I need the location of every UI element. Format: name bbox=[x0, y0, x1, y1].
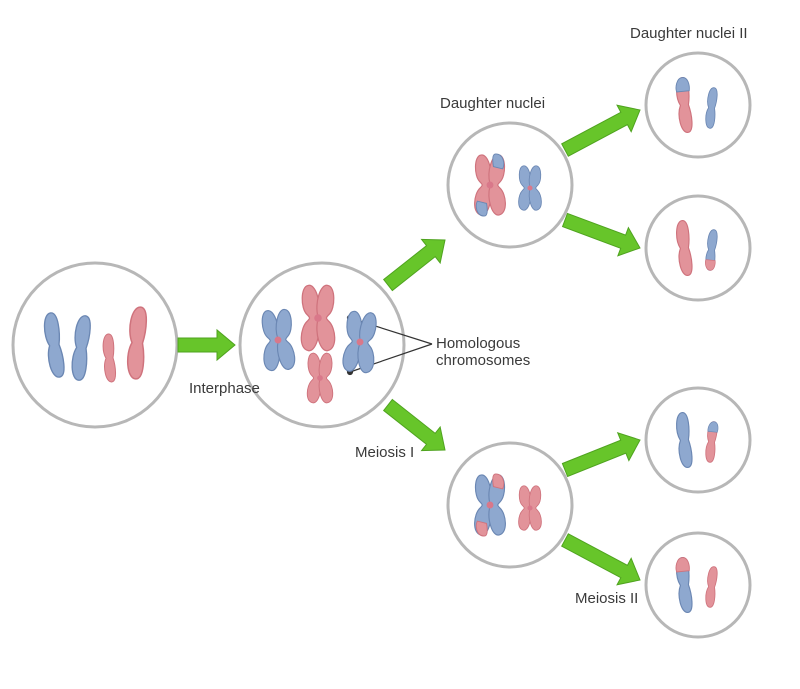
cell2-chromosomes bbox=[261, 285, 378, 403]
arrow bbox=[558, 97, 647, 163]
arrow bbox=[379, 228, 455, 297]
cell3a-chromosomes bbox=[475, 154, 542, 216]
cell-interphase-before bbox=[13, 263, 177, 427]
arrow bbox=[559, 426, 645, 484]
cell-daughter-ii-3 bbox=[646, 388, 750, 492]
arrows-group bbox=[178, 97, 647, 593]
cell4a-chromosomes bbox=[675, 77, 718, 133]
cell-daughter-nucleus-bottom bbox=[448, 443, 572, 567]
arrow bbox=[178, 330, 235, 360]
label-interphase: Interphase bbox=[189, 380, 260, 397]
cell3b-chromosomes bbox=[475, 474, 542, 536]
label-homologous: Homologous chromosomes bbox=[436, 335, 530, 369]
cell4b-chromosomes bbox=[675, 220, 718, 276]
label-daughter-i: Daughter nuclei bbox=[440, 95, 545, 112]
cell4c-chromosomes bbox=[675, 412, 718, 468]
cell-daughter-ii-2 bbox=[646, 196, 750, 300]
cell-daughter-nucleus-top bbox=[448, 123, 572, 247]
cell-daughter-ii-1 bbox=[646, 53, 750, 157]
cell1-chromosomes bbox=[42, 306, 147, 382]
label-meiosis-i: Meiosis I bbox=[355, 444, 414, 461]
label-meiosis-ii: Meiosis II bbox=[575, 590, 638, 607]
cells-group bbox=[13, 53, 750, 637]
arrow bbox=[558, 527, 647, 593]
meiosis-diagram bbox=[0, 0, 800, 689]
arrow bbox=[560, 206, 645, 262]
cell4d-chromosomes bbox=[675, 557, 718, 613]
label-daughter-ii: Daughter nuclei II bbox=[630, 25, 748, 42]
cell-daughter-ii-4 bbox=[646, 533, 750, 637]
